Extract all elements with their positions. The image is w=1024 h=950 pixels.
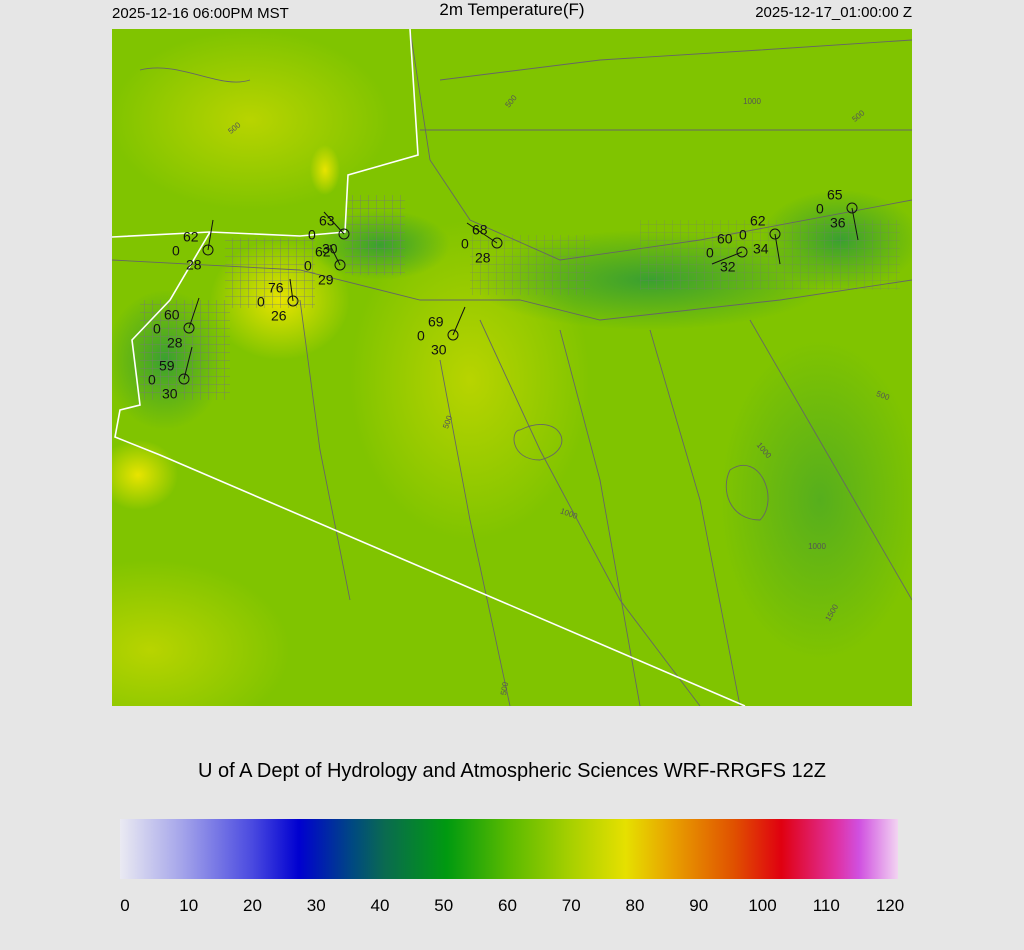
colorbar xyxy=(120,819,898,879)
colorbar-tick-label: 20 xyxy=(243,896,262,915)
colorbar-tick-label: 60 xyxy=(498,896,517,915)
station-left: 0 xyxy=(148,372,156,388)
station-circle xyxy=(491,237,503,249)
station-bottom: 30 xyxy=(431,342,447,358)
station-bottom: 34 xyxy=(753,241,769,257)
station-circle xyxy=(287,295,299,307)
station-temperature: 62 xyxy=(315,244,331,260)
colorbar-tick-label: 110 xyxy=(813,896,840,915)
station-circle xyxy=(846,202,858,214)
station-circle xyxy=(736,246,748,258)
station-bottom: 28 xyxy=(167,335,183,351)
station-temperature: 63 xyxy=(319,213,335,229)
station-circle xyxy=(334,259,346,271)
station-temperature: 65 xyxy=(827,187,843,203)
colorbar-tick-label: 100 xyxy=(748,896,776,915)
station-left: 0 xyxy=(153,321,161,337)
header-right: 2025-12-17_01:00:00 Z xyxy=(755,4,912,21)
station-temperature: 68 xyxy=(472,222,488,238)
station-circle xyxy=(178,373,190,385)
station-left: 0 xyxy=(308,227,316,243)
station-left: 0 xyxy=(304,258,312,274)
colorbar-tick-label: 80 xyxy=(626,896,645,915)
station-circle xyxy=(769,228,781,240)
footer: U of A Dept of Hydrology and Atmospheric… xyxy=(198,760,826,782)
station-temperature: 76 xyxy=(268,280,284,296)
station-bottom: 29 xyxy=(318,272,334,288)
borders xyxy=(112,29,746,706)
station-bottom: 28 xyxy=(186,257,202,273)
station-bottom: 32 xyxy=(720,259,736,275)
contour-label: 500 xyxy=(441,414,454,430)
station-bottom: 30 xyxy=(162,386,178,402)
colorbar-tick-label: 30 xyxy=(307,896,326,915)
station-circle xyxy=(447,329,459,341)
station-temperature: 60 xyxy=(164,307,180,323)
station-temperature: 59 xyxy=(159,358,175,374)
contour-label: 500 xyxy=(875,389,891,402)
station-temperature: 62 xyxy=(183,229,199,245)
contour-label: 1000 xyxy=(808,542,826,551)
roads xyxy=(112,29,912,706)
station-plots: 6202863030620297602660028590306802869030… xyxy=(148,187,859,402)
colorbar-tick-label: 90 xyxy=(689,896,708,915)
station-temperature: 60 xyxy=(717,231,733,247)
station-left: 0 xyxy=(257,294,265,310)
station-left: 0 xyxy=(739,227,747,243)
station-circle xyxy=(183,322,195,334)
wind-barb xyxy=(289,278,294,302)
station-left: 0 xyxy=(706,245,714,261)
contour-label: 500 xyxy=(499,681,510,696)
contour-label: 1000 xyxy=(743,97,761,106)
colorbar-tick-label: 120 xyxy=(876,896,904,915)
wind-barb xyxy=(329,244,341,266)
station-bottom: 26 xyxy=(271,308,287,324)
header-title: 2m Temperature(F) xyxy=(439,0,584,19)
station-temperature: 69 xyxy=(428,314,444,330)
station-circle xyxy=(202,244,214,256)
colorbar-tick-label: 0 xyxy=(120,896,129,915)
station-bottom: 36 xyxy=(830,215,846,231)
station-left: 0 xyxy=(417,328,425,344)
colorbar-tick-label: 50 xyxy=(434,896,453,915)
colorbar-ticks: 0 10 20 30 40 50 60 70 80 90 100 110 120 xyxy=(120,896,904,915)
station-circle xyxy=(338,228,350,240)
station-left: 0 xyxy=(816,201,824,217)
station-left: 0 xyxy=(461,236,469,252)
wind-barb xyxy=(466,222,498,244)
station-temperature: 62 xyxy=(750,213,766,229)
colorbar-tick-label: 40 xyxy=(371,896,390,915)
station-left: 0 xyxy=(172,243,180,259)
station-bottom: 28 xyxy=(475,250,491,266)
colorbar-tick-label: 10 xyxy=(179,896,198,915)
header-left: 2025-12-16 06:00PM MST xyxy=(112,5,289,22)
colorbar-tick-label: 70 xyxy=(562,896,581,915)
